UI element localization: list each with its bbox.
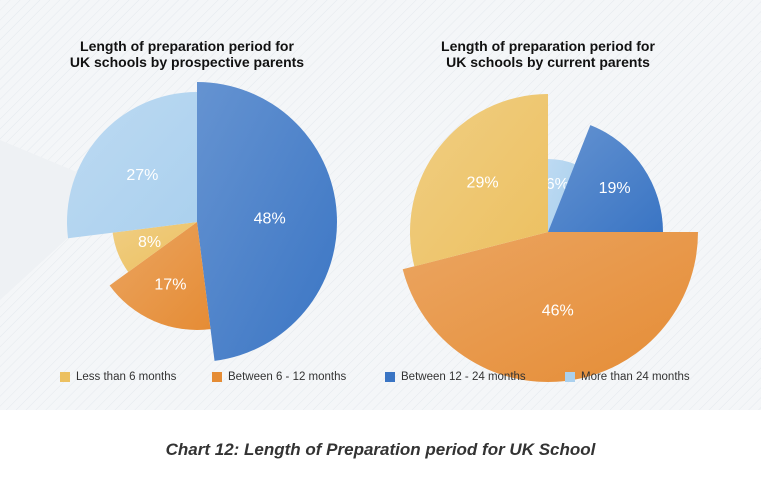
chart-title-current: Length of preparation period for UK scho… xyxy=(398,38,698,70)
data-label: 27% xyxy=(126,167,158,184)
caption-band xyxy=(0,410,761,480)
data-label: 17% xyxy=(154,276,186,293)
pie-slice-less-than-6-months xyxy=(409,94,548,267)
legend-item-more-than-24: More than 24 months xyxy=(565,371,690,383)
pie-slice-between-12-24-months xyxy=(197,82,337,361)
chart-title-line-2: UK schools by prospective parents xyxy=(69,54,305,70)
chart-title-line-2: UK schools by current parents xyxy=(446,54,650,70)
data-label: 6% xyxy=(546,176,569,193)
pie-slice-between-6-12-months xyxy=(402,232,698,383)
chart-caption: Chart 12: Length of Preparation period f… xyxy=(165,440,596,459)
pie-prospective-parents: 48% 17% 8% 27% xyxy=(66,82,337,361)
legend-label: More than 24 months xyxy=(581,371,690,383)
legend-swatch xyxy=(565,372,575,382)
data-label: 48% xyxy=(254,210,286,227)
data-label: 8% xyxy=(138,234,161,251)
legend-label: Between 6 - 12 months xyxy=(228,371,347,383)
legend: Less than 6 months Between 6 - 12 months… xyxy=(0,371,761,389)
chart-title-line-1: Length of preparation period for xyxy=(441,38,655,54)
legend-item-12-24: Between 12 - 24 months xyxy=(385,371,526,383)
pie-slice-more-than-24-months xyxy=(548,159,575,232)
legend-item-less-than-6: Less than 6 months xyxy=(60,371,176,383)
legend-label: Less than 6 months xyxy=(76,371,177,383)
legend-item-6-12: Between 6 - 12 months xyxy=(212,371,346,383)
chart-title-prospective: Length of preparation period for UK scho… xyxy=(37,38,337,70)
pie-slice-between-12-24-months xyxy=(548,125,663,232)
pie-current-parents: 6% 19% 46% 29% xyxy=(402,94,698,383)
pie-slice-less-than-6-months xyxy=(112,222,197,272)
legend-swatch xyxy=(385,372,395,382)
legend-label: Between 12 - 24 months xyxy=(401,371,526,383)
data-label: 29% xyxy=(467,174,499,191)
pie-slice-between-6-12-months xyxy=(109,222,211,330)
data-label: 19% xyxy=(599,180,631,197)
data-label: 46% xyxy=(542,302,574,319)
legend-swatch xyxy=(60,372,70,382)
legend-swatch xyxy=(212,372,222,382)
chart-title-line-1: Length of preparation period for xyxy=(80,38,294,54)
pie-slice-more-than-24-months xyxy=(66,92,197,239)
